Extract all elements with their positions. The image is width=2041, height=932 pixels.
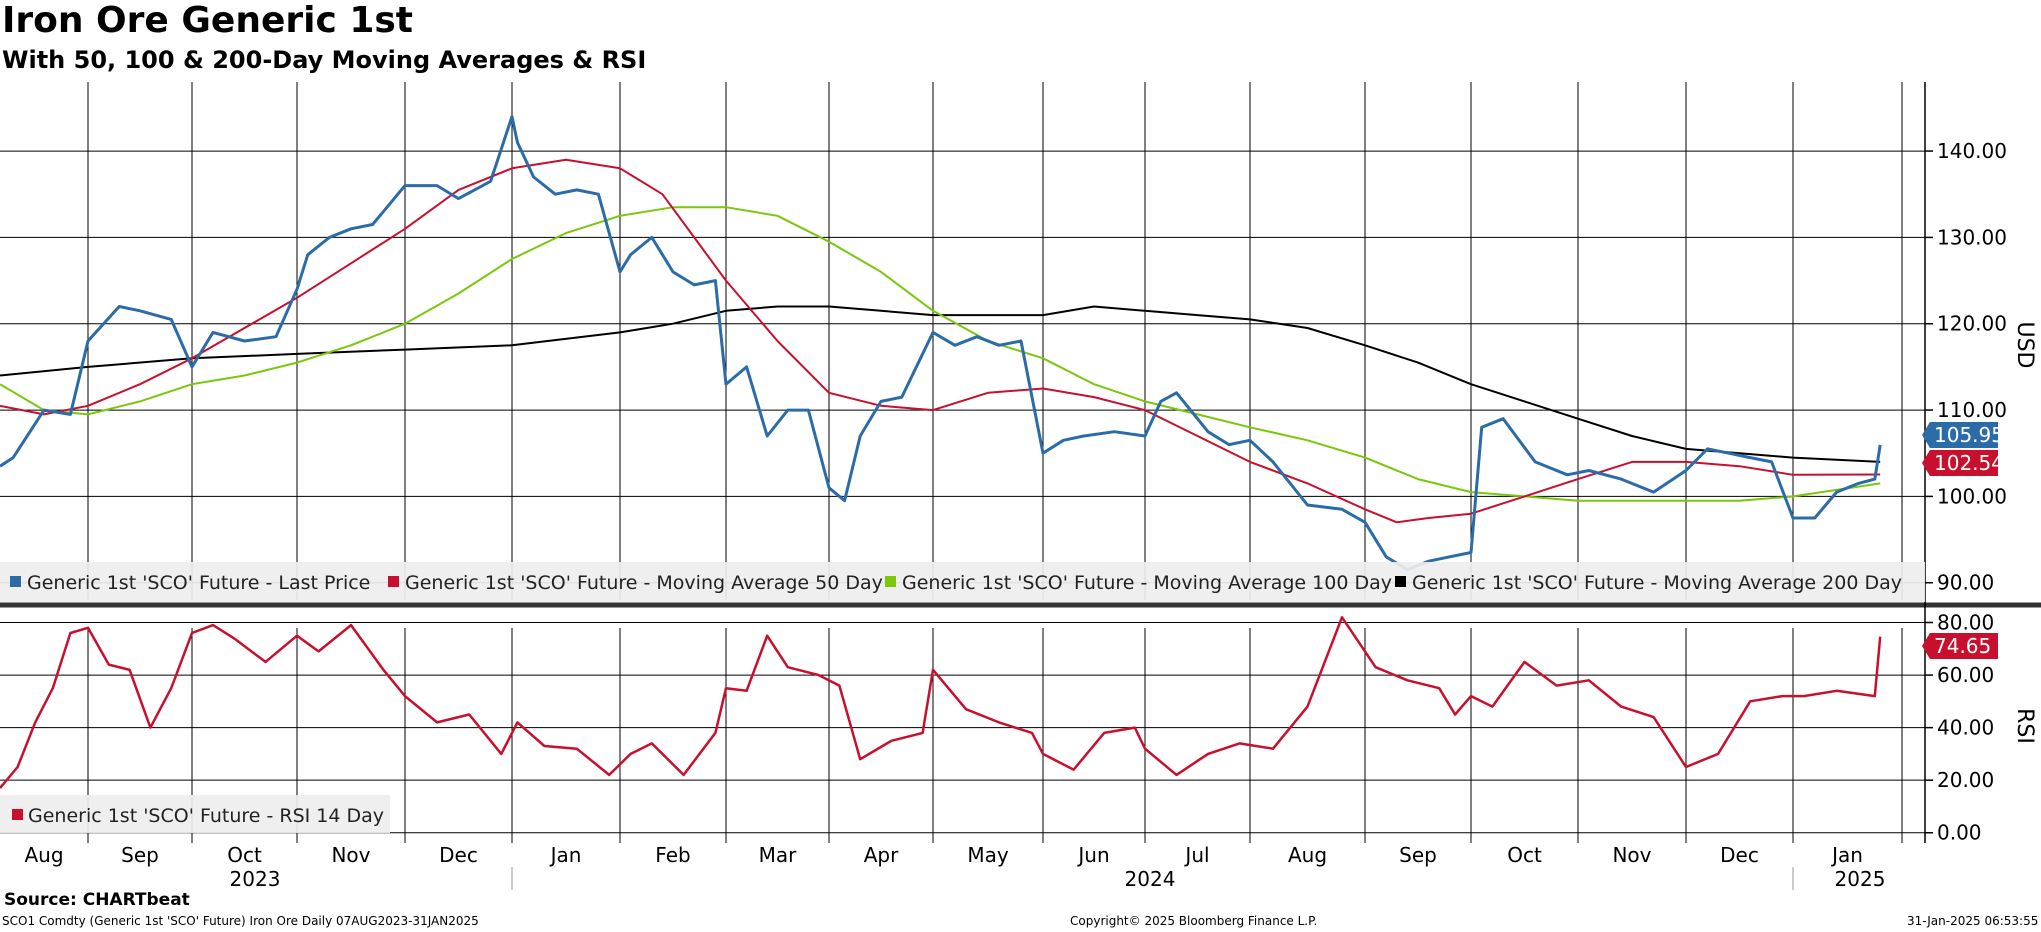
- ma50-line: [0, 158, 1881, 524]
- x-month-label: Sep: [121, 843, 159, 867]
- x-month-label: Aug: [24, 843, 63, 867]
- x-month-label: Nov: [331, 843, 370, 867]
- main-legend: Generic 1st 'SCO' Future - Last Price Gen…: [0, 562, 1925, 602]
- main-series-lines: [0, 115, 1882, 572]
- ma50-tag: [1922, 450, 1998, 476]
- x-month-label: Apr: [864, 843, 899, 867]
- rsi-tag-label: 74.65: [1934, 634, 1991, 658]
- rsi-y-tick-label: 0.00: [1937, 821, 1982, 845]
- rsi-legend: Generic 1st 'SCO' Future - RSI 14 Day: [0, 795, 390, 833]
- ma50-tag-label: 102.54: [1934, 451, 2004, 475]
- main-y-tick-label: 120.00: [1937, 312, 2007, 336]
- legend-label: Generic 1st 'SCO' Future - Moving Averag…: [405, 572, 883, 594]
- x-month-label: Oct: [227, 843, 262, 867]
- x-axis: Aug Sep Oct Nov Dec Jan Feb Mar Apr May Jun Jul Aug S…: [24, 843, 1885, 891]
- legend-label: Generic 1st 'SCO' Future - RSI 14 Day: [28, 805, 384, 827]
- chart-subtitle: With 50, 100 & 200-Day Moving Averages &…: [2, 46, 647, 74]
- rsi-tag: [1922, 633, 1998, 659]
- legend-swatch: [1395, 576, 1406, 587]
- legend-swatch: [10, 576, 21, 587]
- rsi-line: [0, 616, 1882, 789]
- main-y-tick-label: 130.00: [1937, 225, 2007, 249]
- x-month-label: Feb: [655, 843, 690, 867]
- main-y-tick-label: 90.00: [1937, 571, 1994, 595]
- ma200-line: [0, 305, 1881, 463]
- legend-swatch: [388, 576, 399, 587]
- last-price-line: [0, 115, 1882, 572]
- x-month-label: Mar: [759, 843, 798, 867]
- chart-title: Iron Ore Generic 1st: [2, 0, 414, 41]
- rsi-y-axis: 0.00 20.00 40.00 60.00 80.00: [1925, 611, 1994, 845]
- x-month-label: Sep: [1399, 843, 1437, 867]
- source-label: Source: CHARTbeat: [4, 890, 190, 910]
- rsi-series-lines: [0, 616, 1882, 789]
- main-y-axis: 90.00 100.00 110.00 120.00 130.00 140.00: [1925, 139, 2007, 595]
- legend-swatch: [12, 809, 23, 820]
- x-month-label: Aug: [1288, 843, 1327, 867]
- x-month-label: Jul: [1183, 843, 1209, 867]
- last-value-tags: 105.95 102.54 74.65: [1922, 422, 2004, 659]
- x-month-label: May: [967, 843, 1009, 867]
- legend-swatch: [885, 576, 896, 587]
- last-price-tag-label: 105.95: [1934, 423, 2004, 447]
- x-month-label: Jun: [1076, 843, 1109, 867]
- footer-timestamp: 31-Jan-2025 06:53:55: [1907, 914, 2039, 928]
- x-month-label: Dec: [1720, 843, 1759, 867]
- x-month-label: Dec: [439, 843, 478, 867]
- x-month-label: Oct: [1507, 843, 1542, 867]
- rsi-y-tick-label: 80.00: [1937, 611, 1994, 635]
- footer-copyright: Copyright© 2025 Bloomberg Finance L.P.: [1070, 914, 1318, 928]
- rsi-y-tick-label: 60.00: [1937, 663, 1994, 687]
- x-month-label: Nov: [1612, 843, 1651, 867]
- rsi-y-tick-label: 20.00: [1937, 768, 1994, 792]
- rsi-axis-label: RSI: [2012, 708, 2037, 744]
- x-month-label: Jan: [549, 843, 582, 867]
- x-year-label: 2024: [1125, 867, 1176, 891]
- x-month-label: Jan: [1830, 843, 1863, 867]
- usd-axis-label: USD: [2012, 321, 2037, 368]
- footer-ticker-info: SCO1 Comdty (Generic 1st 'SCO' Future) I…: [2, 914, 479, 928]
- rsi-y-tick-label: 40.00: [1937, 716, 1994, 740]
- main-legend-bg: [0, 562, 1925, 602]
- legend-label: Generic 1st 'SCO' Future - Moving Averag…: [1412, 572, 1902, 594]
- x-year-label: 2023: [230, 867, 281, 891]
- ma100-line: [0, 206, 1881, 502]
- x-year-label: 2025: [1835, 867, 1886, 891]
- main-y-tick-label: 140.00: [1937, 139, 2007, 163]
- legend-label: Generic 1st 'SCO' Future - Last Price: [27, 572, 370, 594]
- legend-label: Generic 1st 'SCO' Future - Moving Averag…: [902, 572, 1392, 594]
- last-price-tag: [1922, 422, 1998, 448]
- main-y-tick-label: 110.00: [1937, 398, 2007, 422]
- main-y-tick-label: 100.00: [1937, 484, 2007, 508]
- rsi-legend-bg: [0, 795, 390, 833]
